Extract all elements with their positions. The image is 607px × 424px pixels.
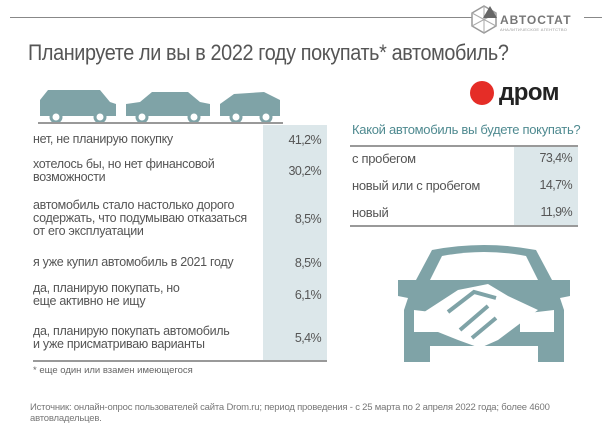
- suv-icon: [40, 90, 116, 116]
- table-row-value: 6,1%: [294, 288, 322, 302]
- table-row-label: хотелось бы, но нет финансовой возможнос…: [33, 157, 215, 184]
- drom-logo: дром: [470, 79, 560, 106]
- divider: [584, 17, 602, 18]
- table-row-value: 8,5%: [294, 212, 322, 226]
- car-handshake-icon: [398, 245, 570, 362]
- sedan-icon: [126, 92, 210, 116]
- table-row-label: нет, не планирую покупку: [33, 132, 173, 146]
- table-row-value: 8,5%: [294, 256, 322, 270]
- table-row-value: 5,4%: [294, 331, 322, 345]
- table-title: Какой автомобиль вы будете покупать?: [352, 122, 581, 137]
- table-row-label: да, планирую покупать автомобиль и уже п…: [33, 324, 230, 351]
- autostat-logo: АВТОСТАТ АНАЛИТИЧЕСКОЕ АГЕНТСТВО: [470, 4, 585, 36]
- table-row-value: 14,7%: [539, 178, 573, 192]
- table-row-label: новый: [352, 205, 389, 220]
- value-column: [514, 147, 578, 226]
- table-row-label: да, планирую покупать, но еще активно не…: [33, 281, 180, 308]
- value-column: [263, 125, 327, 361]
- table-bottom-line: [350, 225, 578, 227]
- drom-logo-icon: [470, 81, 494, 105]
- table-row-value: 73,4%: [539, 151, 573, 165]
- cars-illustration: [38, 90, 283, 124]
- table-row-value: 30,2%: [288, 164, 322, 178]
- table-row-label: с пробегом: [352, 151, 416, 166]
- page-title: Планируете ли вы в 2022 году покупать* а…: [28, 40, 509, 65]
- table-row-value: 11,9%: [540, 205, 572, 219]
- divider: [10, 17, 472, 18]
- table-row-label: новый или с пробегом: [352, 178, 481, 193]
- table-row-label: я уже купил автомобиль в 2021 году: [33, 255, 234, 269]
- hatchback-icon: [220, 92, 280, 116]
- table-bottom-line: [33, 360, 327, 362]
- autostat-hex-icon: [471, 5, 497, 34]
- table-row-label: автомобиль стало настолько дорого содерж…: [33, 198, 247, 238]
- table-row-value: 41,2%: [288, 133, 322, 147]
- footnote: * еще один или взамен имеющегося: [33, 365, 193, 376]
- source-note: Источник: онлайн-опрос пользователей сай…: [30, 402, 550, 424]
- table-top-line: [350, 145, 578, 147]
